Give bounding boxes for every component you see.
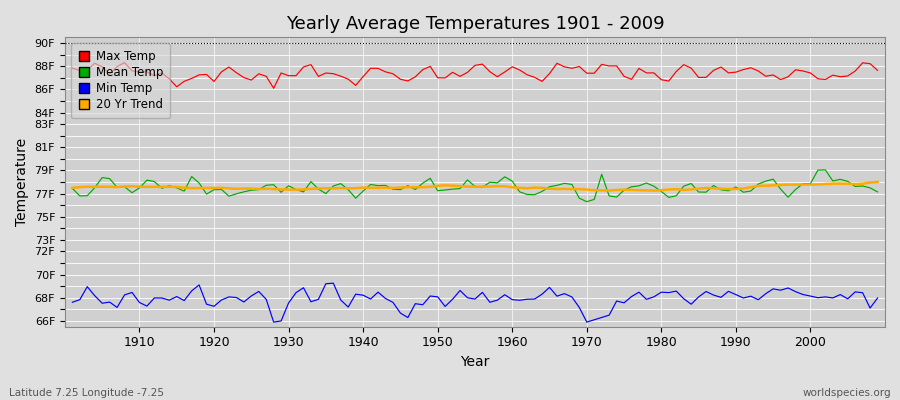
Text: worldspecies.org: worldspecies.org [803,388,891,398]
Y-axis label: Temperature: Temperature [15,138,29,226]
Text: Latitude 7.25 Longitude -7.25: Latitude 7.25 Longitude -7.25 [9,388,164,398]
Title: Yearly Average Temperatures 1901 - 2009: Yearly Average Temperatures 1901 - 2009 [285,15,664,33]
X-axis label: Year: Year [460,355,490,369]
Legend: Max Temp, Mean Temp, Min Temp, 20 Yr Trend: Max Temp, Mean Temp, Min Temp, 20 Yr Tre… [71,43,170,118]
